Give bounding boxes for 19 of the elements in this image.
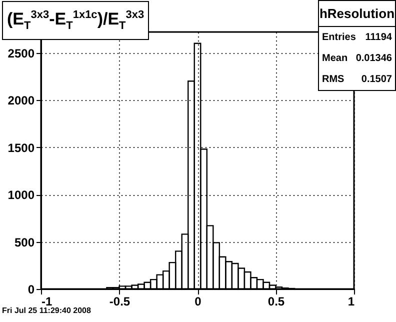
text: hResolution (319, 1, 395, 27)
x-tick-label: -1 (42, 294, 52, 308)
y-tick-label: 2000 (8, 94, 35, 108)
x-tick-label: -0.5 (109, 294, 130, 308)
text: 11194 (365, 32, 392, 43)
y-tick-label: 2500 (8, 46, 35, 60)
text: 0.1507 (361, 74, 392, 85)
x-tick-label: 0 (194, 294, 202, 308)
y-tick-label: 0 (28, 282, 35, 296)
y-tick-label: 1000 (8, 188, 35, 202)
annotation: RMS (322, 74, 344, 85)
annotation: Entries (322, 32, 356, 43)
annotation: Mean (322, 53, 348, 64)
x-tick-label: 1 (348, 294, 355, 308)
y-tick-label: 500 (14, 235, 35, 250)
text: Fri Jul 25 11:29:40 2008 (2, 306, 91, 315)
text: 0.01346 (356, 53, 392, 64)
y-tick-label: 1500 (8, 140, 35, 155)
x-tick-label: 0.5 (268, 294, 285, 308)
